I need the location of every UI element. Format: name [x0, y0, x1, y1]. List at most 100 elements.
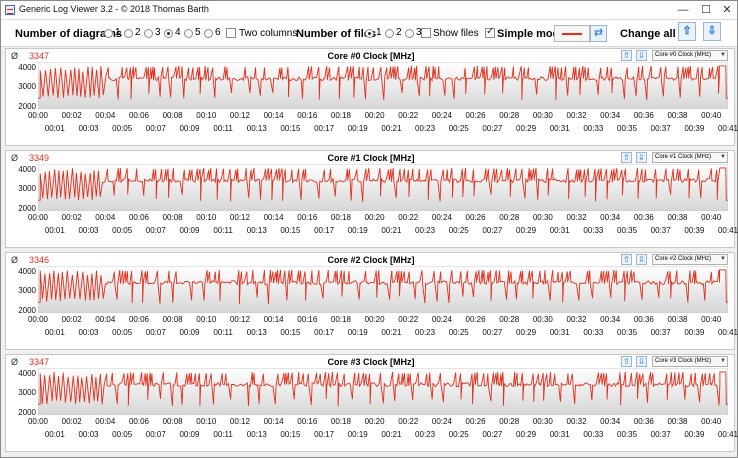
move-up-button[interactable]: ⇧	[621, 356, 632, 367]
diagrams-radio-2[interactable]	[124, 29, 133, 38]
x-tick-label: 00:35	[617, 124, 638, 133]
x-tick-label: 00:22	[398, 111, 419, 120]
move-up-all-button[interactable]: ⇧	[678, 22, 696, 41]
diagrams-radio-4[interactable]	[164, 29, 173, 38]
diagram-title: Core #1 Clock [MHz]	[327, 153, 415, 163]
x-tick-label: 00:17	[314, 430, 335, 439]
chevron-down-icon: ▼	[720, 256, 726, 262]
x-tick-label: 00:01	[44, 226, 65, 235]
diagrams-option-6: 6	[215, 27, 221, 38]
x-tick-label: 00:13	[246, 328, 267, 337]
x-tick-label: 00:23	[415, 124, 436, 133]
x-tick-label: 00:04	[95, 111, 116, 120]
minimize-button[interactable]: —	[677, 4, 689, 16]
x-tick-label: 00:19	[347, 430, 368, 439]
plot-background	[38, 164, 728, 211]
x-tick-label: 00:22	[398, 417, 419, 426]
move-up-button[interactable]: ⇧	[621, 152, 632, 163]
x-tick-label: 00:25	[448, 124, 469, 133]
chart-svg	[38, 164, 728, 211]
x-tick-label: 00:39	[684, 328, 705, 337]
x-tick-label: 00:19	[347, 328, 368, 337]
y-tick-label: 2000	[18, 204, 36, 214]
files-label: Number of files	[296, 28, 377, 40]
x-tick-label: 00:27	[482, 226, 503, 235]
series-select[interactable]: Core #3 Clock (MHz) ▼	[652, 356, 728, 367]
x-tick-label: 00:05	[112, 226, 133, 235]
x-tick-label: 00:17	[314, 226, 335, 235]
two-columns-checkbox[interactable]	[226, 28, 236, 38]
y-tick-label: 3000	[18, 82, 36, 92]
x-tick-label: 00:15	[280, 124, 301, 133]
series-line	[38, 269, 728, 305]
x-tick-label: 00:38	[667, 315, 688, 324]
series-select[interactable]: Core #0 Clock (MHz) ▼	[652, 50, 728, 61]
x-tick-label: 00:38	[667, 111, 688, 120]
diagram-panel: Ø 3347 Core #3 Clock [MHz] ⇧ ⇩ Core #3 Clock …	[5, 354, 738, 452]
x-tick-label: 00:23	[415, 328, 436, 337]
x-tick-label: 00:13	[246, 124, 267, 133]
series-select[interactable]: Core #1 Clock (MHz) ▼	[652, 152, 728, 163]
move-down-button[interactable]: ⇩	[636, 356, 647, 367]
x-tick-label: 00:40	[701, 417, 722, 426]
x-tick-label: 00:39	[684, 430, 705, 439]
diagrams-option-4: 4	[175, 27, 181, 38]
title-bar: Generic Log Viewer 3.2 - © 2018 Thomas B…	[1, 1, 737, 20]
x-tick-label: 00:09	[179, 430, 200, 439]
x-tick-label: 00:12	[229, 213, 250, 222]
x-tick-label: 00:32	[566, 417, 587, 426]
move-down-all-button[interactable]: ⇩	[703, 22, 721, 41]
diagrams-radio-3[interactable]	[144, 29, 153, 38]
x-tick-label: 00:23	[415, 226, 436, 235]
maximize-button[interactable]: ☐	[701, 4, 711, 16]
line-color-button[interactable]	[554, 25, 590, 42]
x-tick-label: 00:08	[162, 111, 183, 120]
diagrams-radio-5[interactable]	[184, 29, 193, 38]
y-tick-label: 3000	[18, 184, 36, 194]
files-radio-2[interactable]	[385, 29, 394, 38]
files-radio-1[interactable]	[365, 29, 374, 38]
chart-svg	[38, 368, 728, 415]
x-tick-label: 00:29	[516, 226, 537, 235]
x-tick-label: 00:32	[566, 213, 587, 222]
x-tick-label: 00:33	[583, 124, 604, 133]
move-down-button[interactable]: ⇩	[636, 152, 647, 163]
x-tick-label: 00:35	[617, 226, 638, 235]
x-tick-label: 00:03	[78, 328, 99, 337]
x-tick-label: 00:29	[516, 328, 537, 337]
x-tick-label: 00:37	[650, 226, 671, 235]
x-tick-label: 00:24	[431, 315, 452, 324]
refresh-icon[interactable]: ⇄	[590, 25, 607, 42]
move-up-button[interactable]: ⇧	[621, 254, 632, 265]
x-tick-label: 00:00	[27, 111, 49, 120]
close-button[interactable]: ✕	[722, 4, 732, 16]
series-select[interactable]: Core #2 Clock (MHz) ▼	[652, 254, 728, 265]
x-tick-label: 00:26	[465, 315, 486, 324]
y-tick-label: 4000	[18, 368, 36, 378]
x-tick-label: 00:36	[633, 213, 654, 222]
x-tick-label: 00:15	[280, 430, 301, 439]
x-tick-label: 00:02	[61, 111, 82, 120]
move-up-button[interactable]: ⇧	[621, 50, 632, 61]
x-tick-label: 00:22	[398, 315, 419, 324]
chart-svg	[38, 62, 728, 109]
diagrams-radio-1[interactable]	[104, 29, 113, 38]
move-down-button[interactable]: ⇩	[636, 50, 647, 61]
x-tick-label: 00:21	[381, 328, 402, 337]
move-down-button[interactable]: ⇩	[636, 254, 647, 265]
x-tick-label: 00:24	[431, 417, 452, 426]
show-files-checkbox[interactable]	[421, 28, 431, 38]
diagrams-radio-6[interactable]	[204, 29, 213, 38]
x-tick-label: 00:25	[448, 328, 469, 337]
window-title: Generic Log Viewer 3.2 - © 2018 Thomas B…	[19, 4, 209, 14]
x-tick-label: 00:00	[27, 417, 49, 426]
plot-background	[38, 62, 728, 109]
x-tick-label: 00:05	[112, 430, 133, 439]
x-tick-label: 00:27	[482, 124, 503, 133]
x-tick-label: 00:33	[583, 328, 604, 337]
files-radio-3[interactable]	[405, 29, 414, 38]
x-tick-label: 00:03	[78, 124, 99, 133]
simple-mode-checkbox[interactable]	[485, 26, 495, 38]
x-tick-label: 00:18	[330, 111, 351, 120]
x-tick-label: 00:21	[381, 226, 402, 235]
